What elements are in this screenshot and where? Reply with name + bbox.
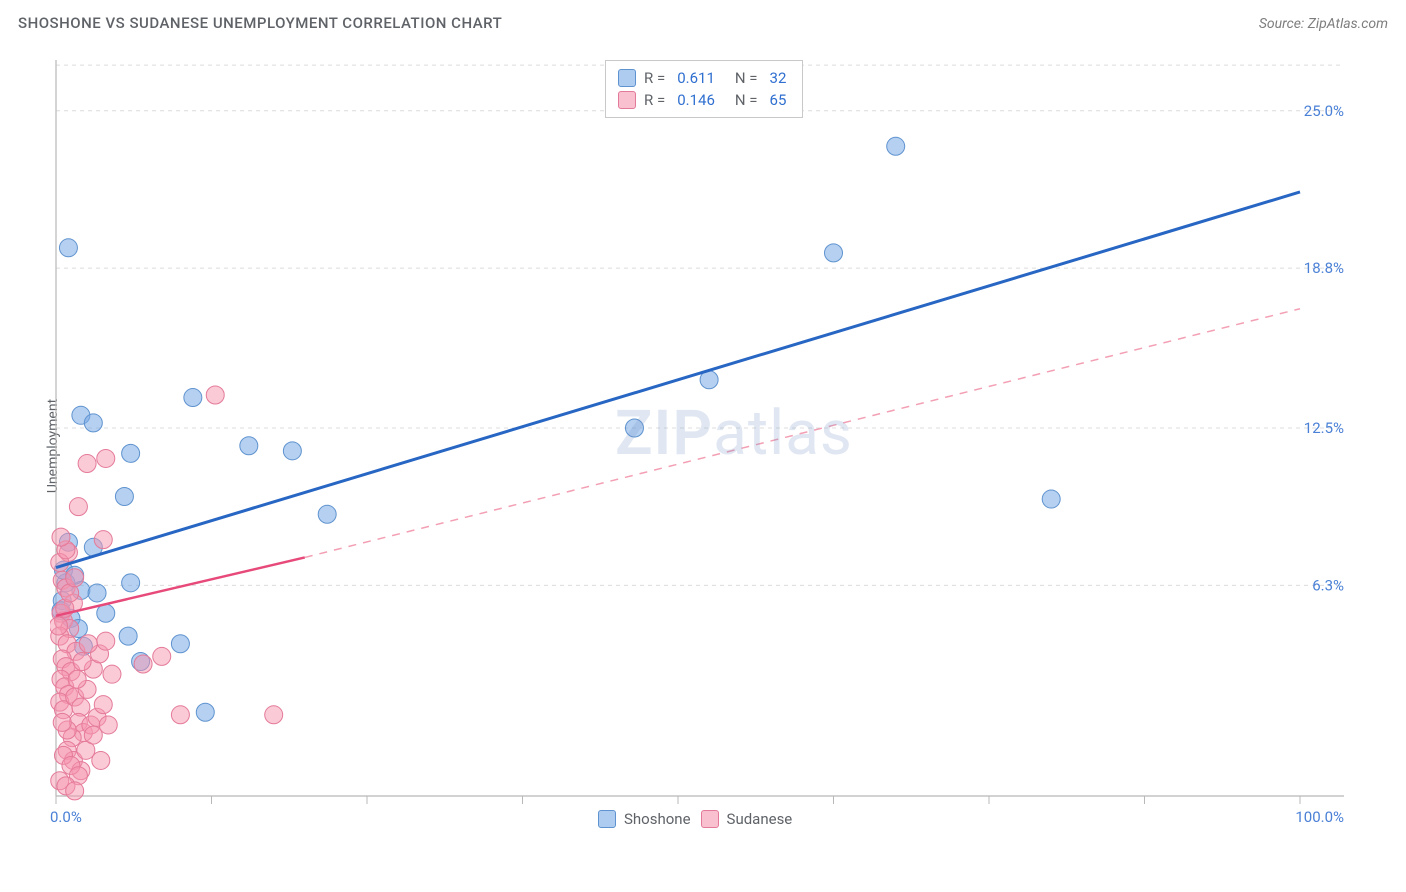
- legend-label: Sudanese: [727, 810, 793, 828]
- data-point: [97, 449, 115, 467]
- data-point: [103, 665, 121, 683]
- chart-header: SHOSHONE VS SUDANESE UNEMPLOYMENT CORREL…: [18, 14, 1388, 32]
- n-value: 32: [770, 67, 787, 89]
- legend-swatch: [598, 810, 616, 828]
- source-attribution: Source: ZipAtlas.com: [1259, 16, 1388, 32]
- n-label: N =: [735, 67, 758, 89]
- legend-bottom: Shoshone Sudanese: [598, 810, 792, 828]
- data-point: [184, 389, 202, 407]
- data-point: [84, 414, 102, 432]
- data-point: [50, 617, 67, 635]
- data-point: [265, 706, 283, 724]
- data-point: [59, 239, 77, 257]
- r-label: R =: [644, 67, 665, 89]
- x-axis-max-label: 100.0%: [1295, 808, 1344, 826]
- trend-line-shoshone: [56, 192, 1300, 568]
- legend-label: Shoshone: [624, 810, 691, 828]
- n-label: N =: [735, 89, 758, 111]
- data-point: [240, 437, 258, 455]
- data-point: [73, 652, 91, 670]
- legend-swatch: [701, 810, 719, 828]
- data-point: [99, 716, 117, 734]
- data-point: [171, 635, 189, 653]
- data-point: [52, 528, 70, 546]
- n-value: 65: [770, 89, 787, 111]
- data-point: [122, 574, 140, 592]
- y-tick-label: 18.8%: [1304, 259, 1344, 277]
- data-point: [94, 531, 112, 549]
- data-point: [97, 604, 115, 622]
- data-point: [318, 505, 336, 523]
- data-point: [92, 751, 110, 769]
- series-swatch: [618, 91, 636, 109]
- r-value: 0.611: [677, 67, 715, 89]
- chart-title: SHOSHONE VS SUDANESE UNEMPLOYMENT CORREL…: [18, 14, 502, 32]
- y-tick-label: 6.3%: [1312, 576, 1344, 594]
- data-point: [134, 655, 152, 673]
- data-point: [88, 584, 106, 602]
- legend-item: Sudanese: [701, 810, 793, 828]
- data-point: [153, 647, 171, 665]
- data-point: [1042, 490, 1060, 508]
- data-point: [625, 419, 643, 437]
- plot-svg: 6.3% 12.5% 18.8% 25.0%: [50, 52, 1350, 832]
- data-point: [119, 627, 137, 645]
- data-point: [122, 444, 140, 462]
- data-point: [283, 442, 301, 460]
- data-point: [206, 386, 224, 404]
- stats-row: R = 0.146 N = 65: [618, 89, 790, 111]
- data-point: [68, 670, 86, 688]
- data-point: [115, 488, 133, 506]
- data-point: [94, 696, 112, 714]
- stats-row: R = 0.611 N = 32: [618, 67, 790, 89]
- data-point: [53, 713, 71, 731]
- correlation-stats-box: R = 0.611 N = 32 R = 0.146 N = 65: [605, 60, 803, 118]
- r-value: 0.146: [677, 89, 715, 111]
- data-point: [66, 782, 84, 800]
- data-point: [69, 498, 87, 516]
- data-point: [887, 137, 905, 155]
- x-axis-min-label: 0.0%: [50, 808, 82, 826]
- data-point: [66, 569, 84, 587]
- scatter-plot: 6.3%12.5%18.8%25.0% ZIPatlas R =0.611N =…: [50, 52, 1350, 832]
- y-tick-label: 12.5%: [1304, 419, 1344, 437]
- y-tick-label: 25.0%: [1304, 102, 1344, 120]
- data-point: [79, 635, 97, 653]
- trend-line-sudanese-dash: [305, 309, 1300, 558]
- data-point: [196, 703, 214, 721]
- data-point: [171, 706, 189, 724]
- series-swatch: [618, 69, 636, 87]
- r-label: R =: [644, 89, 665, 111]
- data-point: [78, 455, 96, 473]
- data-point: [97, 632, 115, 650]
- legend-item: Shoshone: [598, 810, 691, 828]
- data-point: [825, 244, 843, 262]
